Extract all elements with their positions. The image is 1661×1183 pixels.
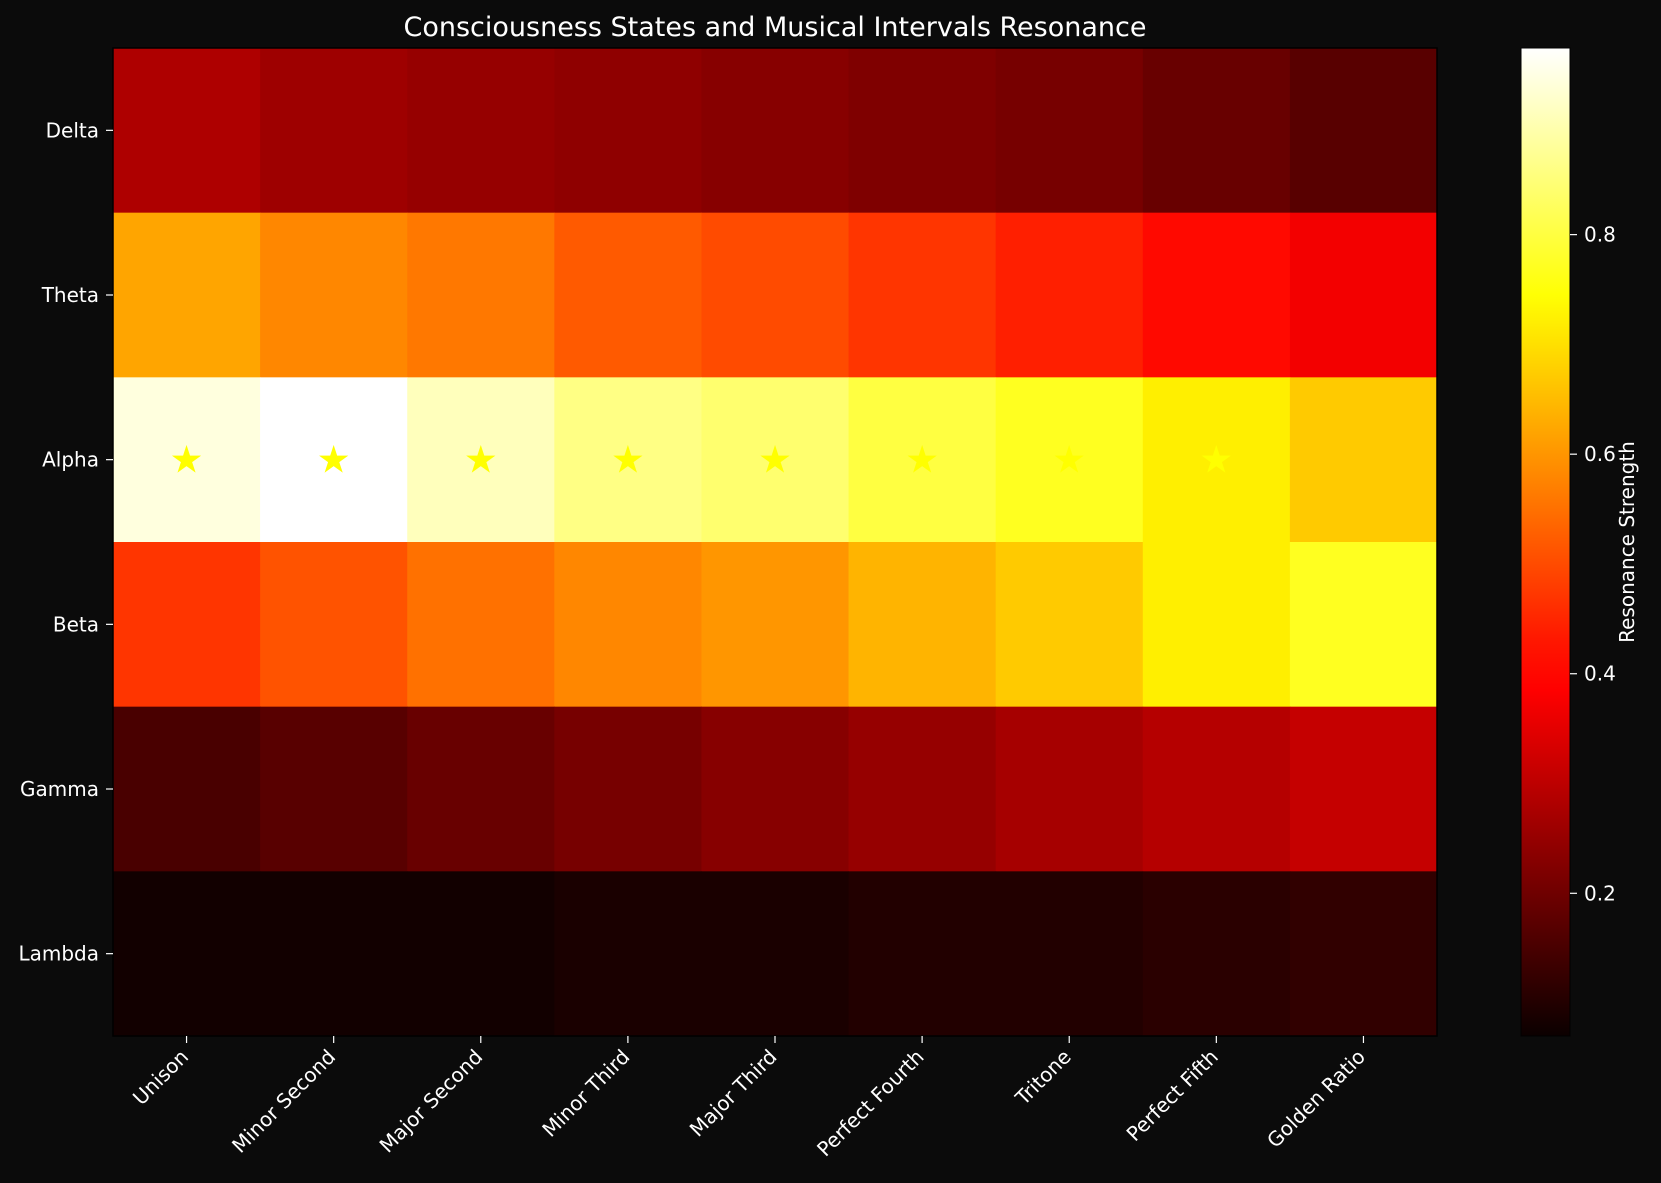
heatmap-cell xyxy=(1142,871,1291,1037)
heatmap-cell xyxy=(1289,706,1438,872)
heatmap-cell xyxy=(554,706,702,872)
heatmap-cell xyxy=(407,48,555,214)
x-tick-label: Tritone xyxy=(1010,1045,1076,1111)
heatmap-cell xyxy=(1142,542,1291,708)
chart-title: Consciousness States and Musical Interva… xyxy=(403,12,1146,43)
heatmap-cell xyxy=(260,48,408,214)
heatmap-cell xyxy=(701,48,850,214)
heatmap-cell xyxy=(113,871,261,1037)
heatmap-cell xyxy=(260,212,408,378)
heatmap-cell xyxy=(848,871,997,1037)
x-tick-label: Perfect Fifth xyxy=(1122,1045,1223,1146)
heatmap-cell xyxy=(260,871,408,1037)
heatmap-cell xyxy=(554,48,702,214)
heatmap-cell xyxy=(995,871,1144,1037)
heatmap-cell xyxy=(1289,377,1438,543)
colorbar-tick-label: 0.6 xyxy=(1584,442,1616,466)
heatmap-cell xyxy=(1142,706,1291,872)
heatmap-cell xyxy=(1142,212,1291,378)
heatmap-cell xyxy=(260,706,408,872)
y-tick-label: Beta xyxy=(53,612,99,636)
heatmap-cell xyxy=(554,542,702,708)
heatmap-cell xyxy=(848,212,997,378)
y-tick-label: Alpha xyxy=(42,448,99,472)
heatmap-cell xyxy=(407,377,555,543)
star-marker: ★ xyxy=(1052,438,1086,482)
heatmap-cell xyxy=(995,542,1144,708)
heatmap-cell xyxy=(995,377,1144,543)
x-tick-label: Minor Second xyxy=(227,1045,340,1158)
heatmap-cell xyxy=(701,542,850,708)
colorbar-tick-label: 0.4 xyxy=(1584,662,1616,686)
heatmap-cell xyxy=(554,212,702,378)
y-axis: Delta Theta Alpha Beta Gamma Lambda xyxy=(18,118,113,966)
heatmap-cell xyxy=(1289,212,1438,378)
x-tick-label: Perfect Fourth xyxy=(812,1045,929,1162)
y-tick-label: Gamma xyxy=(20,777,99,801)
colorbar-axis: 0.2 0.4 0.6 0.8 xyxy=(1570,223,1616,905)
x-tick-label: Minor Third xyxy=(537,1045,634,1142)
heatmap-cell xyxy=(848,377,997,543)
heatmap-cell xyxy=(554,871,702,1037)
colorbar-tick-label: 0.2 xyxy=(1584,881,1616,905)
star-marker: ★ xyxy=(905,438,939,482)
heatmap-cell xyxy=(1289,48,1438,214)
heatmap-cell xyxy=(407,871,555,1037)
x-tick-label: Golden Ratio xyxy=(1262,1045,1370,1153)
heatmap-cell xyxy=(848,706,997,872)
heatmap-cell xyxy=(113,542,261,708)
y-tick-label: Delta xyxy=(46,118,99,142)
x-tick-label: Major Second xyxy=(375,1045,488,1158)
star-marker: ★ xyxy=(170,438,204,482)
heatmap-cell xyxy=(260,377,408,543)
heatmap-cell xyxy=(995,48,1144,214)
heatmap-cell xyxy=(260,542,408,708)
y-tick-label: Lambda xyxy=(18,942,99,966)
x-tick-label: Major Third xyxy=(685,1045,782,1142)
heatmap-cell xyxy=(407,212,555,378)
star-marker: ★ xyxy=(611,438,645,482)
star-marker: ★ xyxy=(464,438,498,482)
heatmap-cell xyxy=(113,706,261,872)
star-marker: ★ xyxy=(1199,438,1233,482)
heatmap-cell xyxy=(995,706,1144,872)
heatmap-cell xyxy=(701,212,850,378)
heatmap-cell xyxy=(554,377,702,543)
heatmap-cell xyxy=(113,377,261,543)
colorbar xyxy=(1520,47,1571,1037)
star-marker: ★ xyxy=(317,438,351,482)
heatmap-cell xyxy=(113,212,261,378)
heatmap-cell xyxy=(995,212,1144,378)
heatmap-cell xyxy=(113,48,261,214)
heatmap-cell xyxy=(1142,48,1291,214)
heatmap-cell xyxy=(701,871,850,1037)
heatmap-cell xyxy=(701,377,850,543)
heatmap-cells xyxy=(113,48,1438,1037)
heatmap-cell xyxy=(1289,871,1438,1037)
star-marker: ★ xyxy=(758,438,792,482)
heatmap-cell xyxy=(1142,377,1291,543)
heatmap-cell xyxy=(407,706,555,872)
x-axis: Unison Minor Second Major Second Minor Thir… xyxy=(128,1036,1370,1161)
colorbar-tick-label: 0.8 xyxy=(1584,223,1616,247)
heatmap-cell xyxy=(848,48,997,214)
heatmap-cell xyxy=(1289,542,1438,708)
x-tick-label: Unison xyxy=(128,1045,193,1110)
y-tick-label: Theta xyxy=(41,283,99,307)
heatmap-cell xyxy=(848,542,997,708)
heatmap-cell xyxy=(407,542,555,708)
alpha-markers: ★ ★ ★ ★ ★ ★ ★ ★ xyxy=(170,438,1234,482)
heatmap-cell xyxy=(701,706,850,872)
colorbar-label: Resonance Strength xyxy=(1615,441,1639,643)
